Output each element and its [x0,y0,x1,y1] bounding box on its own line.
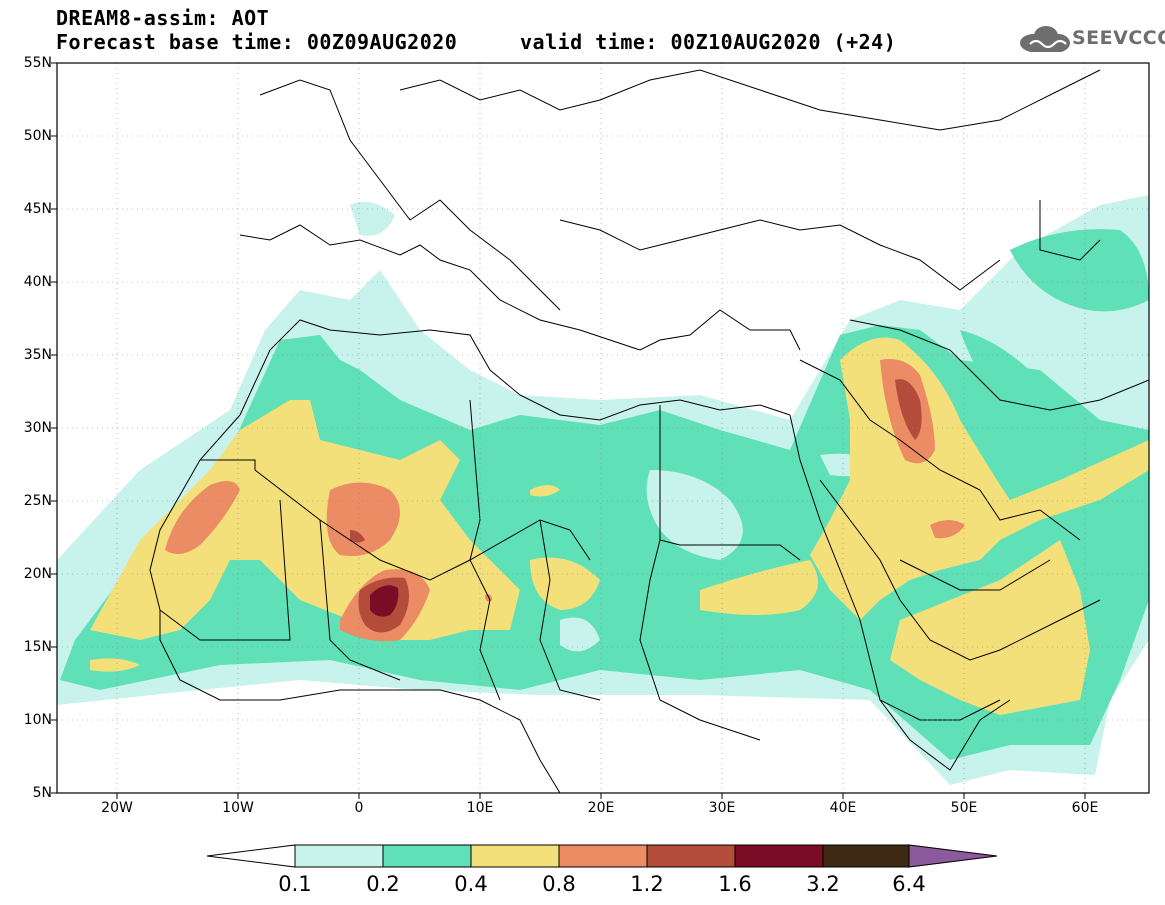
lat-label-15n: 15N [23,639,52,655]
lat-label-40n: 40N [23,274,52,290]
colorbar-label-3-2: 3.2 [806,872,840,896]
colorbar-label-0-4: 0.4 [454,872,488,896]
lat-label-50n: 50N [23,128,52,144]
colorbar-label-6-4: 6.4 [892,872,926,896]
lat-label-20n: 20N [23,566,52,582]
colorbar-segment-3-2 [822,844,910,868]
colorbar-segment-1-6 [734,844,824,868]
forecast-time-line: Forecast base time: 00Z09AUG2020 valid t… [56,30,897,54]
colorbar-label-0-1: 0.1 [278,872,312,896]
lat-label-45n: 45N [23,201,52,217]
lat-label-35n: 35N [23,347,52,363]
colorbar-over-triangle [908,844,998,868]
country-borders [149,69,1149,793]
lon-label-0: 0 [354,800,364,816]
aot-contour-1-6 [370,585,399,617]
colorbar-segment-0-1 [294,844,384,868]
colorbar-segment-1-2 [646,844,736,868]
axis-ticks [51,62,1086,799]
colorbar-label-0-8: 0.8 [542,872,576,896]
lon-label-50e: 50E [950,800,978,816]
cloud-logo-icon [1020,26,1070,52]
lon-label-20e: 20E [587,800,615,816]
colorbar-label-0-2: 0.2 [366,872,400,896]
logo-text: SEEVCCC [1072,27,1165,49]
colorbar-label-1-6: 1.6 [718,872,752,896]
lat-label-30n: 30N [23,420,52,436]
colorbar-segment-0-8 [558,844,648,868]
lon-label-10e: 10E [466,800,494,816]
grid-lines [57,63,1149,793]
colorbar-segment-0-4 [470,844,560,868]
lon-label-20w: 20W [101,800,133,816]
lat-label-55n: 55N [23,55,52,71]
colorbar-segment-0-2 [382,844,472,868]
lat-label-10n: 10N [23,712,52,728]
colorbar-under-triangle [206,844,296,868]
colorbar-label-1-2: 1.2 [630,872,664,896]
lat-label-5n: 5N [32,785,52,801]
lon-label-10w: 10W [222,800,254,816]
map-title: DREAM8-assim: AOT [56,6,270,30]
lon-label-40e: 40E [829,800,857,816]
lat-label-25n: 25N [23,493,52,509]
lon-label-60e: 60E [1071,800,1099,816]
lon-label-30e: 30E [708,800,736,816]
